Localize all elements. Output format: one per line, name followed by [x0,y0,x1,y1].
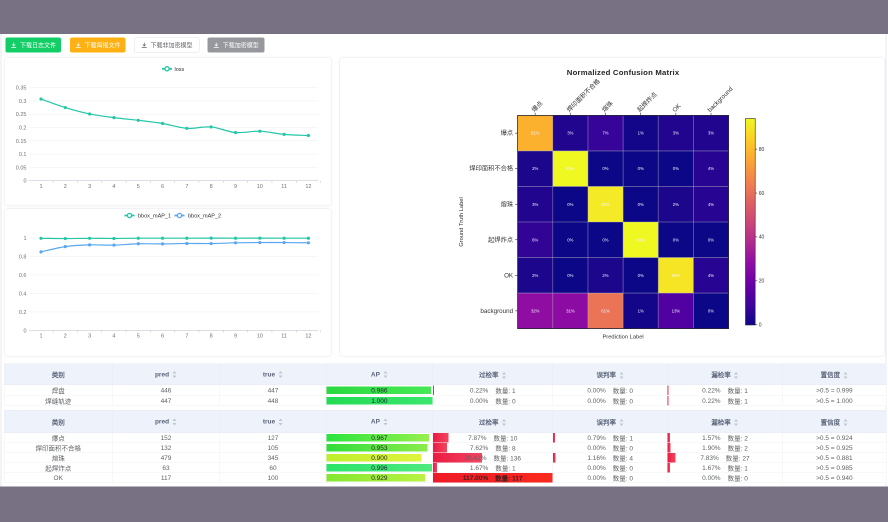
svg-text:10: 10 [257,184,263,190]
svg-text:2%: 2% [532,273,538,278]
svg-text:11: 11 [281,184,287,190]
svg-text:0%: 0% [567,202,573,207]
svg-text:0%: 0% [673,237,679,242]
svg-text:3: 3 [88,184,91,190]
svg-text:5: 5 [137,184,140,190]
svg-text:爆点: 爆点 [501,128,513,137]
svg-text:3%: 3% [567,131,573,136]
svg-text:爆点: 爆点 [529,99,544,114]
svg-text:0.25: 0.25 [16,112,27,118]
svg-text:1%: 1% [638,308,644,313]
svg-text:bbox_mAP_2: bbox_mAP_2 [188,214,221,220]
svg-text:0.05: 0.05 [16,165,27,171]
svg-text:0.2: 0.2 [19,126,27,132]
svg-text:6%: 6% [532,237,538,242]
svg-text:OK: OK [671,102,683,114]
svg-text:0.3: 0.3 [19,99,27,105]
svg-text:0.4: 0.4 [19,291,27,297]
svg-text:0.15: 0.15 [16,139,27,145]
svg-text:9: 9 [234,334,237,340]
svg-text:2: 2 [64,184,67,190]
svg-text:background: background [480,308,513,315]
svg-text:3%: 3% [673,131,679,136]
svg-text:0.2: 0.2 [19,310,27,316]
svg-text:8: 8 [210,184,213,190]
svg-text:OK: OK [504,272,514,279]
svg-text:2%: 2% [532,166,538,171]
svg-text:0.35: 0.35 [16,86,27,92]
svg-text:7: 7 [185,334,188,340]
svg-text:0%: 0% [638,273,644,278]
svg-text:90%: 90% [601,202,610,207]
svg-text:93%: 93% [636,237,645,242]
svg-text:4%: 4% [708,273,714,278]
svg-text:81%: 81% [531,131,540,136]
svg-text:焊印面积不合格: 焊印面积不合格 [469,164,513,173]
svg-text:1: 1 [39,184,42,190]
svg-text:3%: 3% [708,131,714,136]
svg-text:0%: 0% [602,166,608,171]
svg-text:Ground Truth Label: Ground Truth Label [459,197,465,247]
svg-text:0: 0 [759,322,762,328]
svg-text:4: 4 [112,184,115,190]
svg-text:80: 80 [759,147,765,153]
svg-text:loss: loss [175,67,185,73]
svg-text:0%: 0% [638,166,644,171]
svg-text:1: 1 [23,236,26,242]
svg-text:89%: 89% [672,273,681,278]
svg-text:13%: 13% [672,308,681,313]
svg-text:9: 9 [234,184,237,190]
svg-text:2: 2 [64,334,67,340]
svg-text:7: 7 [185,184,188,190]
svg-text:4%: 4% [708,202,714,207]
svg-text:0%: 0% [708,308,714,313]
svg-text:熔珠: 熔珠 [501,199,514,208]
svg-text:6: 6 [161,184,164,190]
svg-text:0%: 0% [638,202,644,207]
svg-text:0%: 0% [567,237,573,242]
svg-text:7%: 7% [602,131,608,136]
svg-text:8: 8 [210,334,213,340]
svg-text:4%: 4% [708,166,714,171]
svg-text:20: 20 [759,279,765,285]
svg-text:0%: 0% [567,273,573,278]
svg-text:Prediction Label: Prediction Label [602,335,643,341]
svg-text:0.6: 0.6 [19,273,27,279]
svg-text:60: 60 [759,191,765,197]
svg-text:0: 0 [23,179,26,185]
svg-text:5: 5 [137,334,140,340]
svg-text:起焊炸点: 起焊炸点 [635,90,659,114]
svg-text:0.8: 0.8 [19,255,27,261]
svg-text:bbox_mAP_1: bbox_mAP_1 [138,214,171,220]
svg-text:10: 10 [257,334,263,340]
svg-text:1%: 1% [638,131,644,136]
svg-text:2%: 2% [602,273,608,278]
svg-text:焊印面积不合格: 焊印面积不合格 [564,76,602,114]
svg-text:1: 1 [39,334,42,340]
svg-text:熔珠: 熔珠 [600,98,616,114]
svg-text:12: 12 [305,184,311,190]
svg-text:0: 0 [23,328,26,334]
svg-text:32%: 32% [531,308,540,313]
svg-text:3%: 3% [532,202,538,207]
svg-text:61%: 61% [601,308,610,313]
svg-text:0%: 0% [708,237,714,242]
svg-text:3: 3 [88,334,91,340]
svg-text:31%: 31% [566,308,575,313]
svg-text:0%: 0% [673,166,679,171]
svg-text:93%: 93% [566,166,575,171]
svg-text:起焊炸点: 起焊炸点 [488,235,513,244]
svg-text:6: 6 [161,334,164,340]
svg-text:0%: 0% [602,237,608,242]
svg-text:40: 40 [759,235,765,241]
svg-text:background: background [706,85,734,113]
svg-text:4: 4 [112,334,115,340]
svg-text:Normalized Confusion Matrix: Normalized Confusion Matrix [567,68,680,77]
svg-text:11: 11 [281,334,287,340]
svg-text:0.1: 0.1 [19,152,27,158]
svg-text:2%: 2% [673,202,679,207]
svg-text:12: 12 [305,334,311,340]
